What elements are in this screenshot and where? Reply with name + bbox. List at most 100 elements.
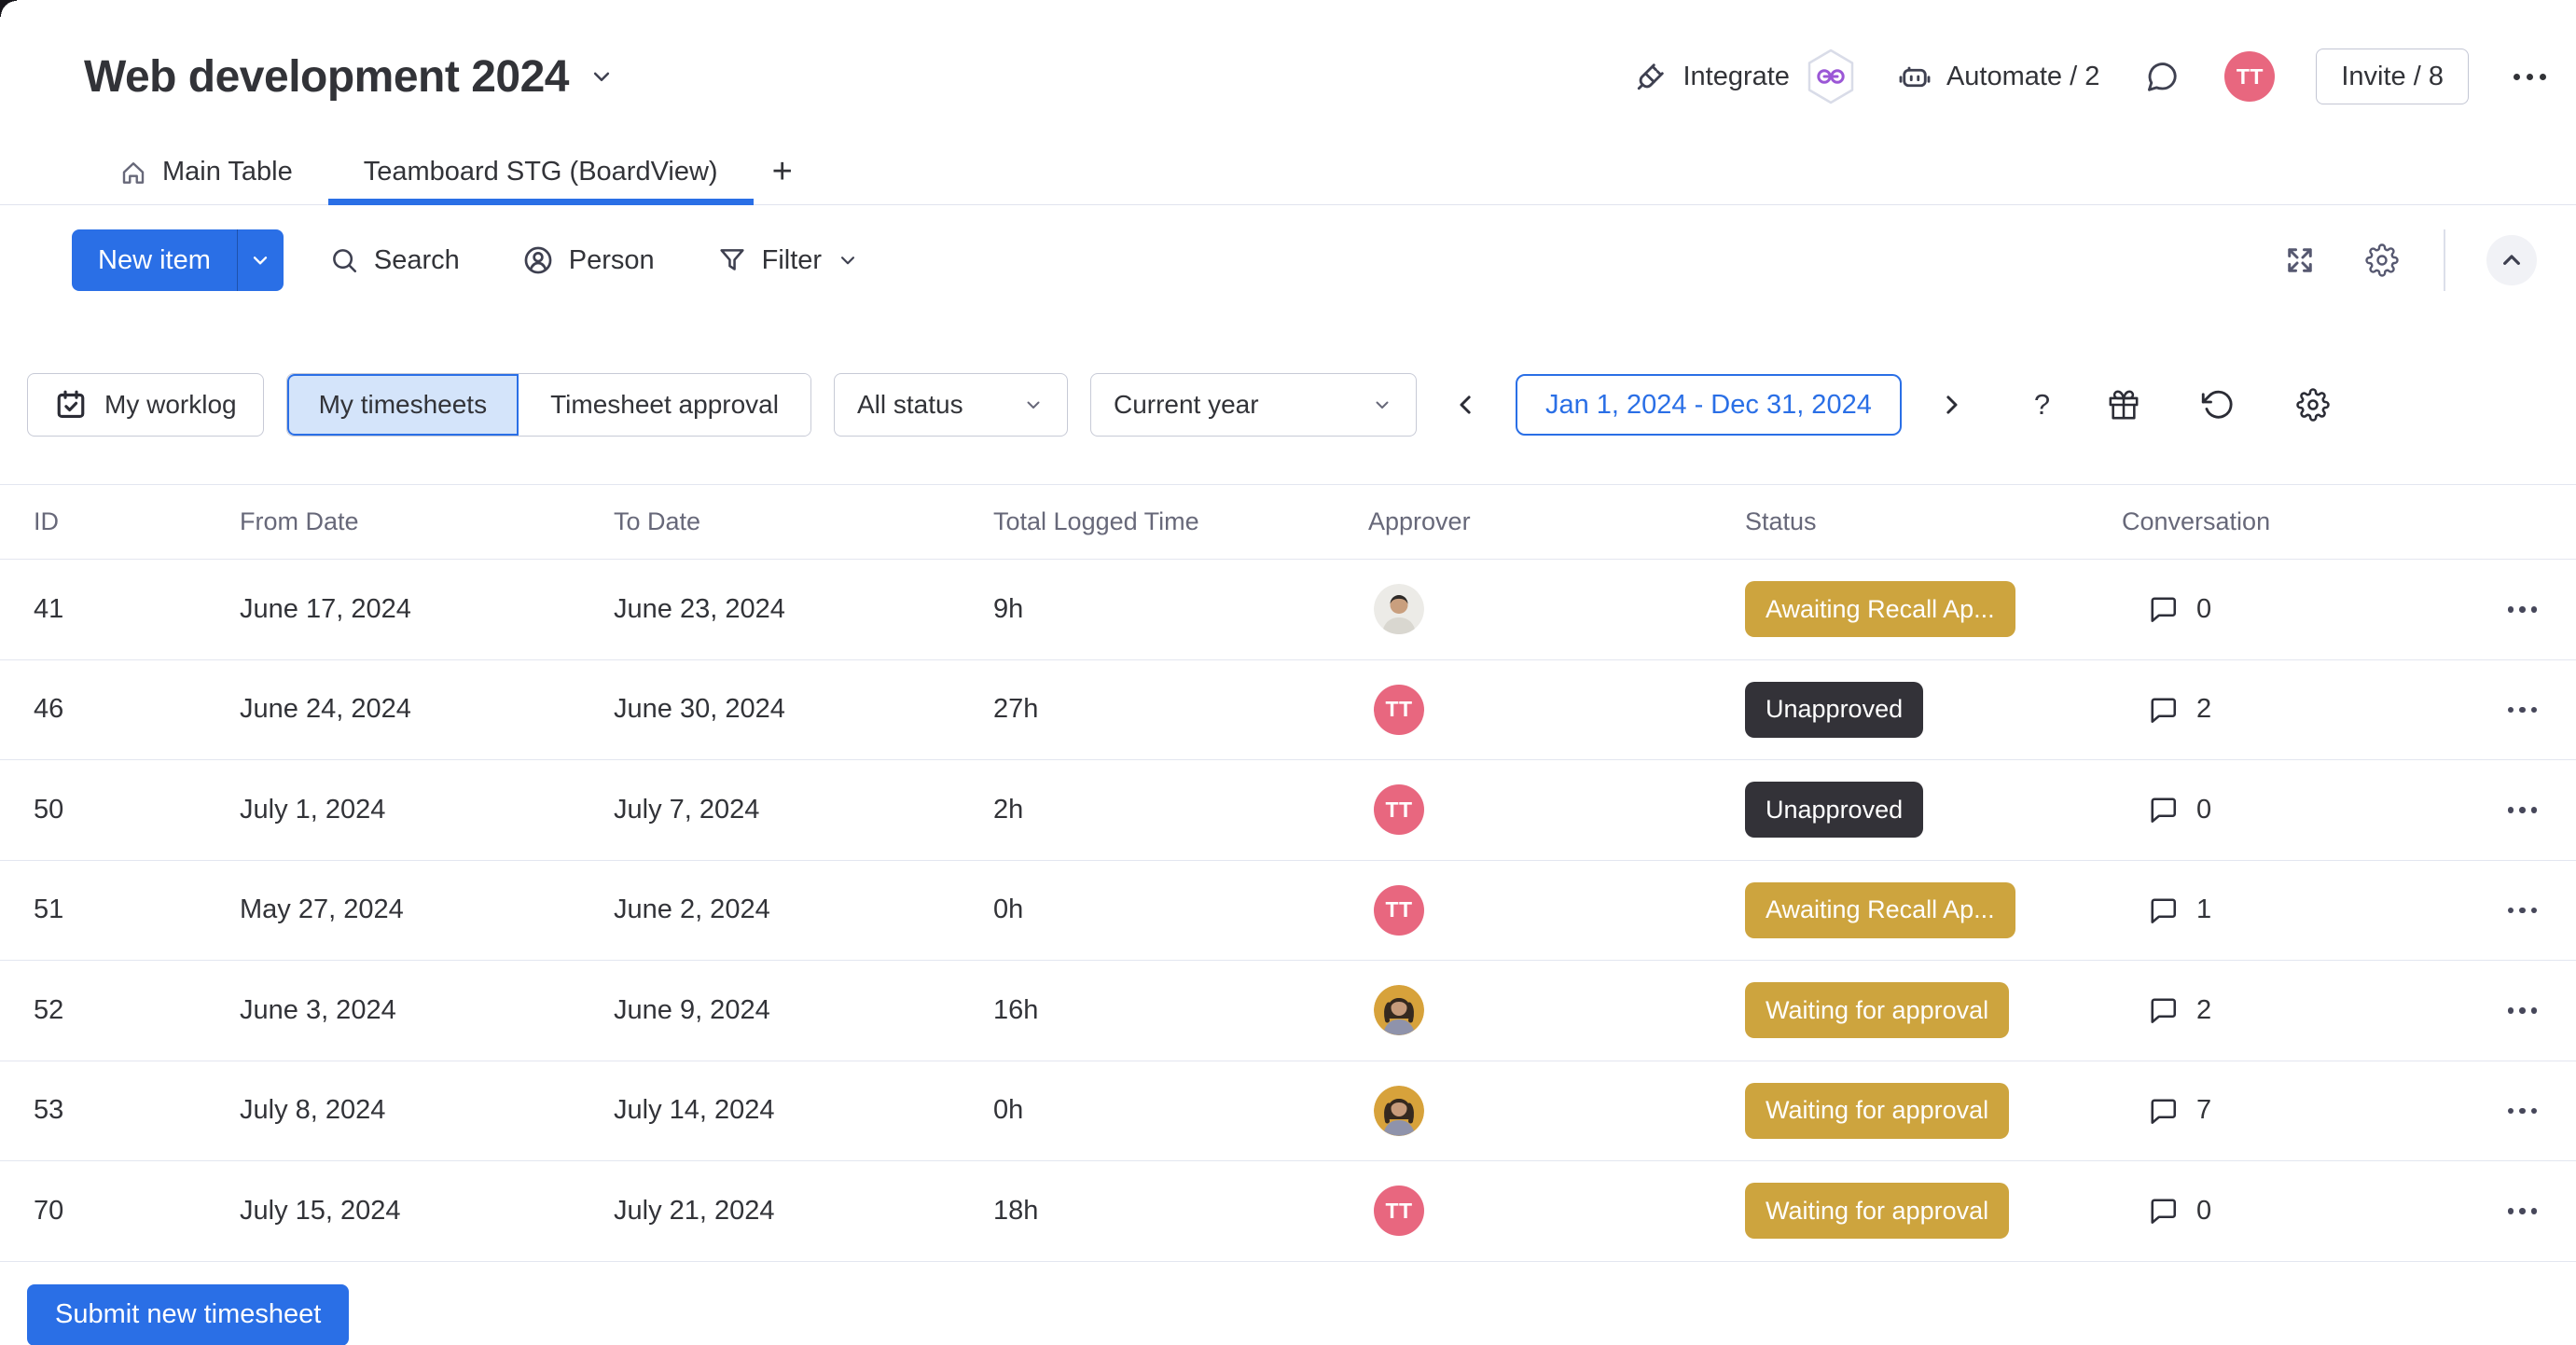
integrate-button[interactable]: Integrate: [1634, 60, 1790, 93]
timesheet-approval-segment[interactable]: Timesheet approval: [519, 374, 810, 436]
conversation-button[interactable]: 0: [2122, 592, 2458, 626]
chevron-up-icon: [2497, 245, 2527, 275]
new-item-dropdown-button[interactable]: [236, 229, 284, 291]
row-menu-button[interactable]: [2506, 1099, 2540, 1124]
search-label: Search: [373, 244, 460, 275]
tab-main-table[interactable]: Main Table: [83, 140, 328, 204]
table-row[interactable]: 53 July 8, 2024 July 14, 2024 0h Waiting for…: [0, 1061, 2576, 1161]
table-row[interactable]: 41 June 17, 2024 June 23, 2024 9h Awaiting R…: [0, 560, 2576, 660]
status-chip[interactable]: Awaiting Recall Ap...: [1745, 581, 2015, 638]
approver-avatar[interactable]: TT: [1374, 884, 1424, 936]
status-dropdown-value: All status: [856, 390, 963, 419]
search-button[interactable]: Search: [312, 229, 477, 291]
period-dropdown[interactable]: Current year: [1089, 373, 1417, 437]
integration-badge[interactable]: [1805, 48, 1857, 105]
row-total-logged-time: 16h: [993, 994, 1039, 1025]
chevron-down-icon: [1371, 394, 1393, 416]
row-total-logged-time: 0h: [993, 894, 1024, 925]
conversation-count: 0: [2196, 593, 2212, 624]
my-worklog-button[interactable]: My worklog: [27, 373, 264, 437]
row-menu-button[interactable]: [2506, 998, 2540, 1023]
row-from-date: June 24, 2024: [240, 694, 411, 725]
conversation-button[interactable]: 2: [2122, 693, 2458, 727]
table-row[interactable]: 52 June 3, 2024 June 9, 2024 16h Waiting for…: [0, 961, 2576, 1061]
automate-button[interactable]: Automate / 2: [1898, 60, 2099, 93]
row-from-date: June 3, 2024: [240, 994, 396, 1025]
column-header-to-date: To Date: [614, 507, 701, 535]
submit-new-timesheet-button[interactable]: Submit new timesheet: [27, 1283, 350, 1345]
approver-avatar[interactable]: [1374, 1085, 1424, 1136]
table-row[interactable]: 46 June 24, 2024 June 30, 2024 27h TT Unappro…: [0, 659, 2576, 760]
approver-avatar[interactable]: TT: [1374, 1186, 1424, 1237]
table-row[interactable]: 51 May 27, 2024 June 2, 2024 0h TT Awaiting R…: [0, 860, 2576, 961]
invite-button[interactable]: Invite / 8: [2316, 49, 2469, 104]
column-header-status: Status: [1745, 507, 1817, 535]
next-period-button[interactable]: [1932, 385, 1971, 424]
row-from-date: July 1, 2024: [240, 794, 386, 825]
chat-button[interactable]: [2140, 55, 2183, 98]
collapse-view-button[interactable]: [2486, 235, 2537, 285]
filter-label: Filter: [761, 244, 823, 275]
tab-teamboard-stg[interactable]: Teamboard STG (BoardView): [327, 140, 754, 205]
row-id: 52: [34, 994, 64, 1025]
automate-label: Automate / 2: [1946, 61, 2100, 91]
approver-avatar[interactable]: TT: [1374, 684, 1424, 735]
row-total-logged-time: 0h: [993, 1095, 1024, 1126]
conversation-button[interactable]: 0: [2122, 1194, 2458, 1227]
row-menu-button[interactable]: [2506, 597, 2540, 622]
window-corner: [0, 0, 17, 17]
status-chip[interactable]: Awaiting Recall Ap...: [1745, 881, 2015, 938]
view-settings-button[interactable]: [2361, 240, 2403, 281]
settings-button[interactable]: [2292, 384, 2334, 425]
conversation-button[interactable]: 1: [2122, 894, 2458, 927]
integrate-label: Integrate: [1683, 61, 1790, 91]
status-chip[interactable]: Waiting for approval: [1745, 1183, 2010, 1240]
board-menu-button[interactable]: [2510, 64, 2550, 90]
whats-new-button[interactable]: [2104, 385, 2143, 424]
speech-bubble-icon: [2146, 592, 2180, 626]
approver-avatar[interactable]: [1374, 985, 1424, 1036]
status-chip[interactable]: Unapproved: [1745, 782, 1924, 839]
board-title-button[interactable]: Web development 2024: [84, 51, 616, 103]
row-menu-button[interactable]: [2506, 698, 2540, 723]
filter-button[interactable]: Filter: [699, 229, 877, 291]
conversation-button[interactable]: 7: [2122, 1094, 2458, 1128]
status-chip[interactable]: Unapproved: [1745, 681, 1924, 738]
date-range-field[interactable]: Jan 1, 2024 - Dec 31, 2024: [1515, 374, 1902, 436]
previous-period-button[interactable]: [1447, 385, 1486, 424]
new-item-button[interactable]: New item: [72, 229, 237, 291]
add-view-button[interactable]: +: [754, 140, 811, 204]
my-timesheets-segment[interactable]: My timesheets: [286, 374, 519, 436]
search-icon: [328, 244, 360, 276]
table-row[interactable]: 70 July 15, 2024 July 21, 2024 18h TT Waiting…: [0, 1161, 2576, 1262]
help-button[interactable]: ?: [2033, 388, 2051, 421]
row-menu-button[interactable]: [2506, 898, 2540, 923]
user-avatar[interactable]: TT: [2224, 51, 2276, 102]
speech-bubble-icon: [2146, 693, 2180, 727]
status-chip[interactable]: Waiting for approval: [1745, 982, 2010, 1039]
column-header-total-logged-time: Total Logged Time: [993, 507, 1199, 535]
row-to-date: June 9, 2024: [614, 994, 770, 1025]
status-chip[interactable]: Waiting for approval: [1745, 1082, 2010, 1139]
conversation-button[interactable]: 2: [2122, 993, 2458, 1027]
chevron-down-icon: [588, 62, 616, 90]
table-row[interactable]: 50 July 1, 2024 July 7, 2024 2h TT Unapproved…: [0, 760, 2576, 861]
row-to-date: June 2, 2024: [614, 894, 770, 925]
row-menu-button[interactable]: [2506, 797, 2540, 823]
status-dropdown[interactable]: All status: [833, 373, 1068, 437]
row-from-date: June 17, 2024: [240, 593, 411, 624]
row-menu-button[interactable]: [2506, 1199, 2540, 1224]
conversation-button[interactable]: 0: [2122, 793, 2458, 826]
row-id: 53: [34, 1095, 64, 1126]
row-from-date: July 15, 2024: [240, 1195, 401, 1226]
refresh-button[interactable]: [2197, 384, 2238, 425]
person-filter-button[interactable]: Person: [505, 229, 672, 291]
person-icon: [521, 243, 555, 277]
row-id: 51: [34, 894, 64, 925]
approver-avatar[interactable]: TT: [1374, 784, 1424, 836]
column-header-conversation: Conversation: [2122, 507, 2271, 535]
chevron-down-icon: [836, 248, 860, 272]
column-header-from-date: From Date: [240, 507, 359, 535]
fullscreen-button[interactable]: [2279, 240, 2320, 281]
approver-avatar[interactable]: [1374, 584, 1424, 635]
